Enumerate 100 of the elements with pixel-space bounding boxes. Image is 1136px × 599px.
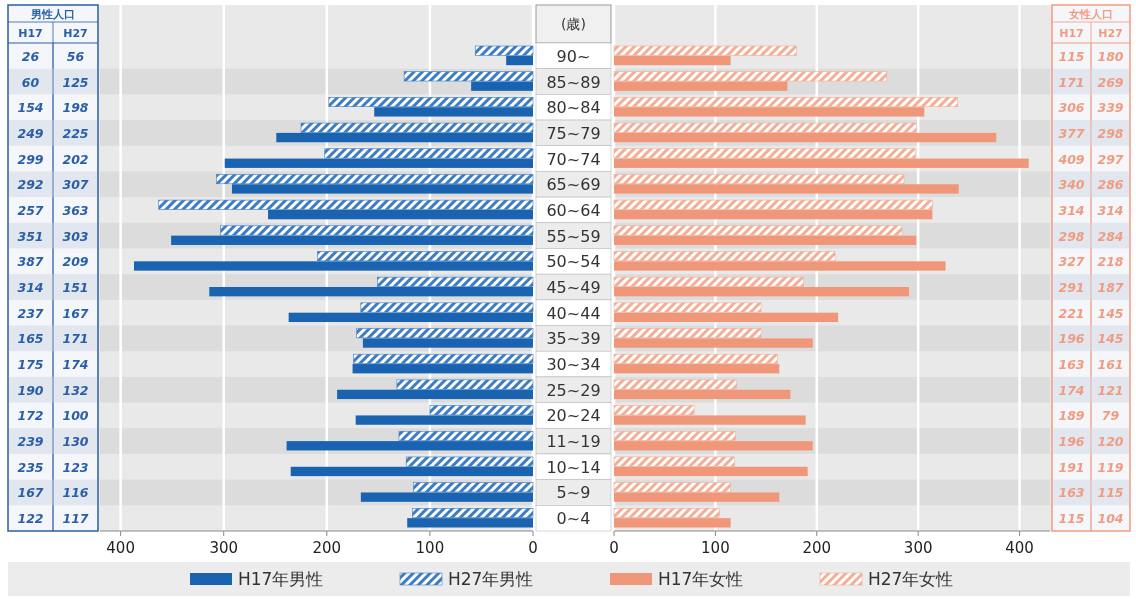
data-label: 284 <box>1097 228 1124 244</box>
y-tick-label: 25~29 <box>546 380 601 400</box>
data-label: 104 <box>1097 511 1124 527</box>
y-tick-label: 70~74 <box>546 149 601 169</box>
data-label: 115 <box>1097 485 1124 501</box>
data-label: 189 <box>1058 408 1085 424</box>
data-label: 363 <box>62 202 89 218</box>
data-label: 269 <box>1097 74 1124 90</box>
data-label: 163 <box>1058 485 1085 501</box>
data-label: 299 <box>17 151 44 167</box>
y-tick-label: 65~69 <box>546 175 601 195</box>
data-label: 196 <box>1058 434 1085 450</box>
data-label: 340 <box>1058 177 1085 193</box>
data-label: 130 <box>62 434 89 450</box>
data-label: 120 <box>1097 434 1124 450</box>
y-tick-label: 90~ <box>556 46 591 66</box>
data-label: 171 <box>1058 74 1085 90</box>
data-label: 351 <box>17 228 44 244</box>
data-label: 132 <box>62 382 89 398</box>
y-tick-label: 80~84 <box>546 98 601 118</box>
x-tick-label: 100 <box>701 539 730 557</box>
data-label: 175 <box>17 357 44 373</box>
data-label: 115 <box>1058 511 1085 527</box>
y-tick-label: 5~9 <box>556 483 591 503</box>
data-label: 26 <box>21 48 40 64</box>
y-tick-label: 45~49 <box>546 278 601 297</box>
legend-label: H27年女性 <box>868 569 954 589</box>
y-tick-label: 55~59 <box>546 226 601 246</box>
x-tick-label: 400 <box>106 539 135 557</box>
data-label: 221 <box>1058 305 1085 321</box>
data-label: 257 <box>17 202 44 218</box>
y-tick-label: 20~24 <box>546 406 601 426</box>
data-label: 327 <box>1058 254 1085 270</box>
bar <box>506 55 533 66</box>
data-label: 190 <box>17 382 44 398</box>
y-axis-title: (歳) <box>561 16 586 32</box>
data-label: 377 <box>1058 125 1085 141</box>
x-tick-label: 0 <box>609 539 619 557</box>
y-tick-label: 40~44 <box>546 303 601 323</box>
data-label: 202 <box>62 151 89 167</box>
legend-label: H17年女性 <box>658 569 744 589</box>
text: 男性人口 <box>30 8 75 21</box>
data-label: 198 <box>62 100 89 116</box>
x-tick-label: 100 <box>415 539 445 557</box>
x-tick-label: 200 <box>802 539 832 557</box>
data-label: 180 <box>1097 48 1124 64</box>
data-label: 119 <box>1097 459 1124 475</box>
data-label: 187 <box>1097 280 1124 295</box>
y-tick-label: 30~34 <box>546 355 601 375</box>
data-label: 174 <box>62 357 89 373</box>
data-label: 165 <box>17 331 44 347</box>
data-label: 167 <box>62 305 89 321</box>
data-label: 122 <box>17 511 44 527</box>
data-label: 125 <box>62 74 89 90</box>
text: H17 <box>18 27 43 40</box>
x-tick-label: 300 <box>903 539 933 557</box>
text: H27 <box>1098 27 1123 40</box>
x-tick-label: 200 <box>312 539 342 557</box>
y-tick-label: 85~89 <box>546 72 601 92</box>
data-label: 171 <box>62 331 89 347</box>
data-label: 239 <box>17 434 44 450</box>
data-label: 297 <box>1097 151 1124 167</box>
data-label: 79 <box>1101 408 1120 424</box>
text: 女性人口 <box>1068 8 1113 21</box>
y-tick-label: 35~39 <box>546 329 601 349</box>
data-label: 314 <box>1097 202 1124 218</box>
data-label: 191 <box>1058 459 1085 475</box>
data-label: 145 <box>1097 305 1124 321</box>
data-label: 387 <box>17 254 44 270</box>
data-label: 123 <box>62 459 89 475</box>
data-label: 249 <box>17 125 44 141</box>
y-tick-label: 50~54 <box>546 252 601 272</box>
data-label: 298 <box>1058 228 1085 244</box>
data-label: 307 <box>62 177 89 193</box>
y-tick-label: 0~4 <box>556 509 591 529</box>
data-label: 174 <box>1058 382 1085 398</box>
x-tick-label: 400 <box>1005 539 1034 557</box>
data-label: 145 <box>1097 331 1124 347</box>
data-label: 286 <box>1097 177 1124 193</box>
y-tick-label: 11~19 <box>546 432 601 452</box>
data-label: 314 <box>1058 202 1085 218</box>
legend-label: H27年男性 <box>448 569 534 589</box>
y-tick-label: 75~79 <box>546 123 601 143</box>
text: H17 <box>1059 27 1084 40</box>
data-label: 151 <box>62 280 89 295</box>
data-label: 303 <box>62 228 89 244</box>
data-label: 163 <box>1058 357 1085 373</box>
data-label: 339 <box>1097 100 1124 116</box>
x-tick-label: 300 <box>209 539 239 557</box>
data-label: 306 <box>1058 100 1085 116</box>
data-label: 298 <box>1097 125 1124 141</box>
data-label: 154 <box>17 100 44 116</box>
data-label: 209 <box>62 254 89 270</box>
data-label: 115 <box>1058 48 1085 64</box>
data-label: 292 <box>17 177 44 193</box>
data-label: 100 <box>62 408 89 424</box>
data-label: 172 <box>17 408 44 424</box>
data-label: 60 <box>21 74 40 90</box>
y-tick-label: 10~14 <box>546 457 601 477</box>
data-label: 409 <box>1057 151 1085 167</box>
